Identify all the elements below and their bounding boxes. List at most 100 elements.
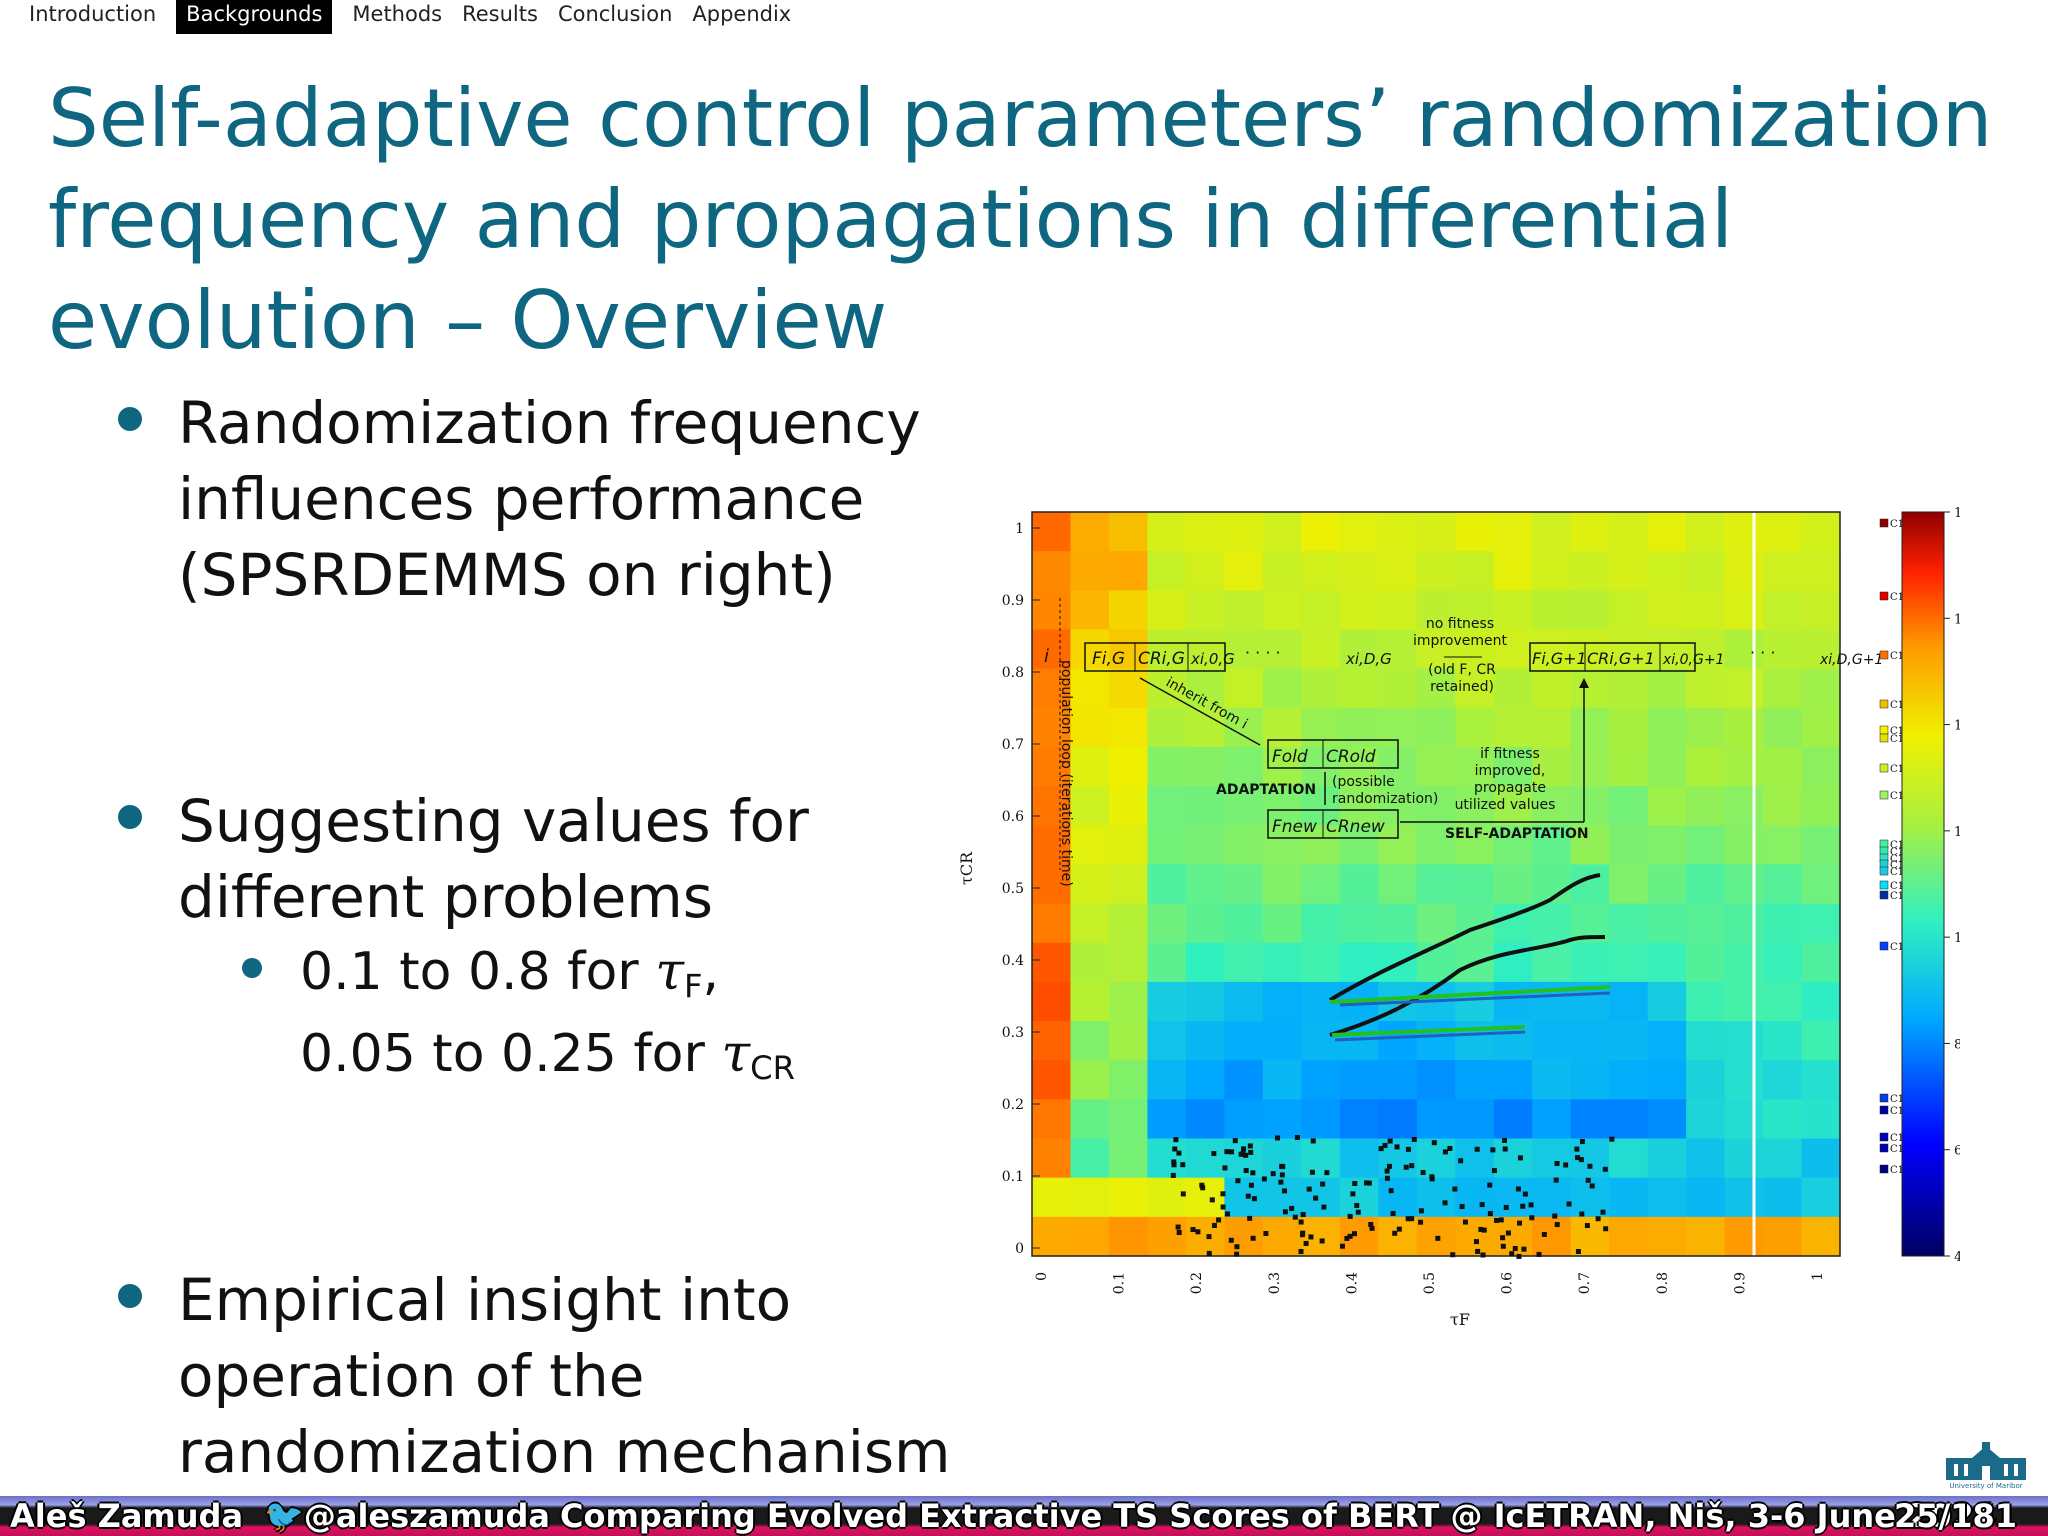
y-tick-label: 0.4	[1002, 953, 1024, 969]
nav-appendix[interactable]: Appendix	[692, 2, 792, 26]
heatmap-cell	[1108, 746, 1149, 787]
color-bar-tick-label: 1800	[1954, 506, 1960, 521]
heatmap-cell	[1108, 1099, 1149, 1140]
scatter-dot	[1447, 1145, 1453, 1151]
series-swatch	[1879, 790, 1889, 800]
heatmap-cell	[1185, 1177, 1225, 1218]
heatmap-cell	[1032, 1099, 1072, 1140]
heatmap-cell	[1801, 668, 1841, 709]
y-axis-ticks: 1 0.9 0.8 0.7 0.6 0.5 0.4 0.3 0.2 0.1 0	[1002, 521, 1040, 1257]
heatmap-cell	[1339, 825, 1379, 866]
scatter-dot	[1392, 1230, 1398, 1236]
heatmap-cell	[1724, 512, 1764, 552]
scatter-dot	[1278, 1179, 1284, 1185]
heatmap-cell	[1262, 1138, 1302, 1179]
heatmap-cell	[1724, 668, 1764, 709]
scatter-dot	[1190, 1227, 1196, 1233]
old-values-box	[1267, 739, 1399, 769]
heatmap-cell	[1070, 1177, 1110, 1218]
heatmap-cell	[1070, 551, 1110, 591]
heatmap-cell	[1070, 629, 1110, 670]
scatter-dot	[1490, 1147, 1496, 1153]
heatmap-cell	[1609, 629, 1649, 670]
scatter-dot	[1481, 1227, 1487, 1233]
series-swatch	[1879, 518, 1889, 528]
series-swatch	[1879, 880, 1889, 890]
heatmap-cell	[1647, 1216, 1687, 1257]
heatmap-cell	[1378, 1216, 1418, 1257]
y-axis-label: τCR	[960, 851, 976, 885]
color-bar-tick-label: 1600	[1954, 612, 1960, 627]
heatmap-cell	[1147, 1177, 1187, 1218]
heatmap-cell	[1416, 1021, 1456, 1061]
heatmap-cell	[1224, 942, 1264, 983]
heatmap-cell	[1108, 590, 1149, 631]
heatmap-cell	[1647, 864, 1687, 905]
heatmap-cell	[1763, 629, 1803, 670]
heatmap-cell	[1647, 1177, 1687, 1218]
heatmap-cell	[1763, 668, 1803, 709]
heatmap-cell	[1647, 1060, 1687, 1100]
heatmap-cell	[1801, 707, 1841, 748]
heatmap-cell	[1262, 786, 1302, 826]
footer-twitter[interactable]: 🐦@aleszamuda	[264, 1497, 550, 1535]
heatmap-cell	[1416, 512, 1456, 552]
heatmap-cell	[1801, 746, 1841, 787]
series-swatch	[1879, 890, 1889, 900]
heatmap-cell	[1185, 903, 1225, 944]
scatter-dot	[1347, 1213, 1353, 1219]
heatmap-cell	[1609, 1138, 1649, 1179]
heatmap-cell	[1185, 1060, 1225, 1100]
nav-backgrounds[interactable]: Backgrounds	[176, 0, 333, 34]
cell-cr-new: CRnew	[1326, 817, 1385, 837]
heatmap-cell	[1108, 1021, 1149, 1061]
heatmap-cell	[1532, 629, 1572, 670]
heatmap-cell	[1455, 1099, 1495, 1140]
nav-conclusion[interactable]: Conclusion	[557, 2, 673, 26]
scatter-dot	[1170, 1172, 1176, 1178]
scatter-dot	[1609, 1136, 1615, 1142]
heatmap-cell	[1224, 590, 1264, 631]
heatmap-cell	[1609, 786, 1649, 826]
nav-results[interactable]: Results	[462, 2, 538, 26]
scatter-dot	[1251, 1196, 1257, 1202]
scatter-dot	[1403, 1164, 1409, 1170]
scatter-dot	[1516, 1253, 1522, 1259]
heatmap-cell	[1493, 1177, 1533, 1218]
x-axis-ticks: 0 0.1 0.2 0.3 0.4 0.5 0.6 0.7 0.8 0.9 1	[1034, 1272, 1826, 1294]
heatmap-cell	[1724, 1177, 1764, 1218]
heatmap-cell	[1301, 746, 1341, 787]
heatmap-cell	[1032, 825, 1072, 866]
nav-methods[interactable]: Methods	[352, 2, 443, 26]
scatter-dot	[1275, 1135, 1281, 1141]
heatmap-cell	[1455, 981, 1495, 1022]
cell-x-i0-g1: xi,0,G+1	[1662, 652, 1724, 668]
scatter-dot	[1563, 1162, 1569, 1168]
x-tick-label: 0.6	[1500, 1272, 1516, 1294]
heatmap-cell	[1108, 786, 1149, 826]
heatmap-cell	[1262, 668, 1302, 709]
scatter-dot	[1501, 1137, 1507, 1143]
scatter-dot	[1224, 1211, 1230, 1217]
bullet-dot	[118, 407, 142, 431]
heatmap-cell	[1686, 629, 1726, 670]
curve-line	[1331, 1025, 1526, 1037]
scatter-dot	[1512, 1245, 1518, 1251]
x-tick-label: 0	[1034, 1272, 1050, 1281]
scatter-dot	[1234, 1251, 1240, 1257]
scatter-dot	[1261, 1176, 1267, 1182]
scatter-dot	[1575, 1155, 1581, 1161]
nav-introduction[interactable]: Introduction	[29, 2, 157, 26]
scatter-dot	[1234, 1244, 1240, 1250]
heatmap-cell	[1339, 864, 1379, 905]
scatter-dot	[1498, 1217, 1504, 1223]
heatmap-cell	[1609, 668, 1649, 709]
curve-line	[1334, 1030, 1526, 1042]
heatmap-cell	[1032, 864, 1072, 905]
scatter-dot	[1462, 1219, 1468, 1225]
heatmap-cell	[1262, 903, 1302, 944]
scatter-dot	[1308, 1234, 1314, 1240]
no-fitness-line: retained)	[1430, 679, 1494, 695]
arrow-head	[1579, 678, 1589, 688]
heatmap-cell	[1455, 707, 1495, 748]
